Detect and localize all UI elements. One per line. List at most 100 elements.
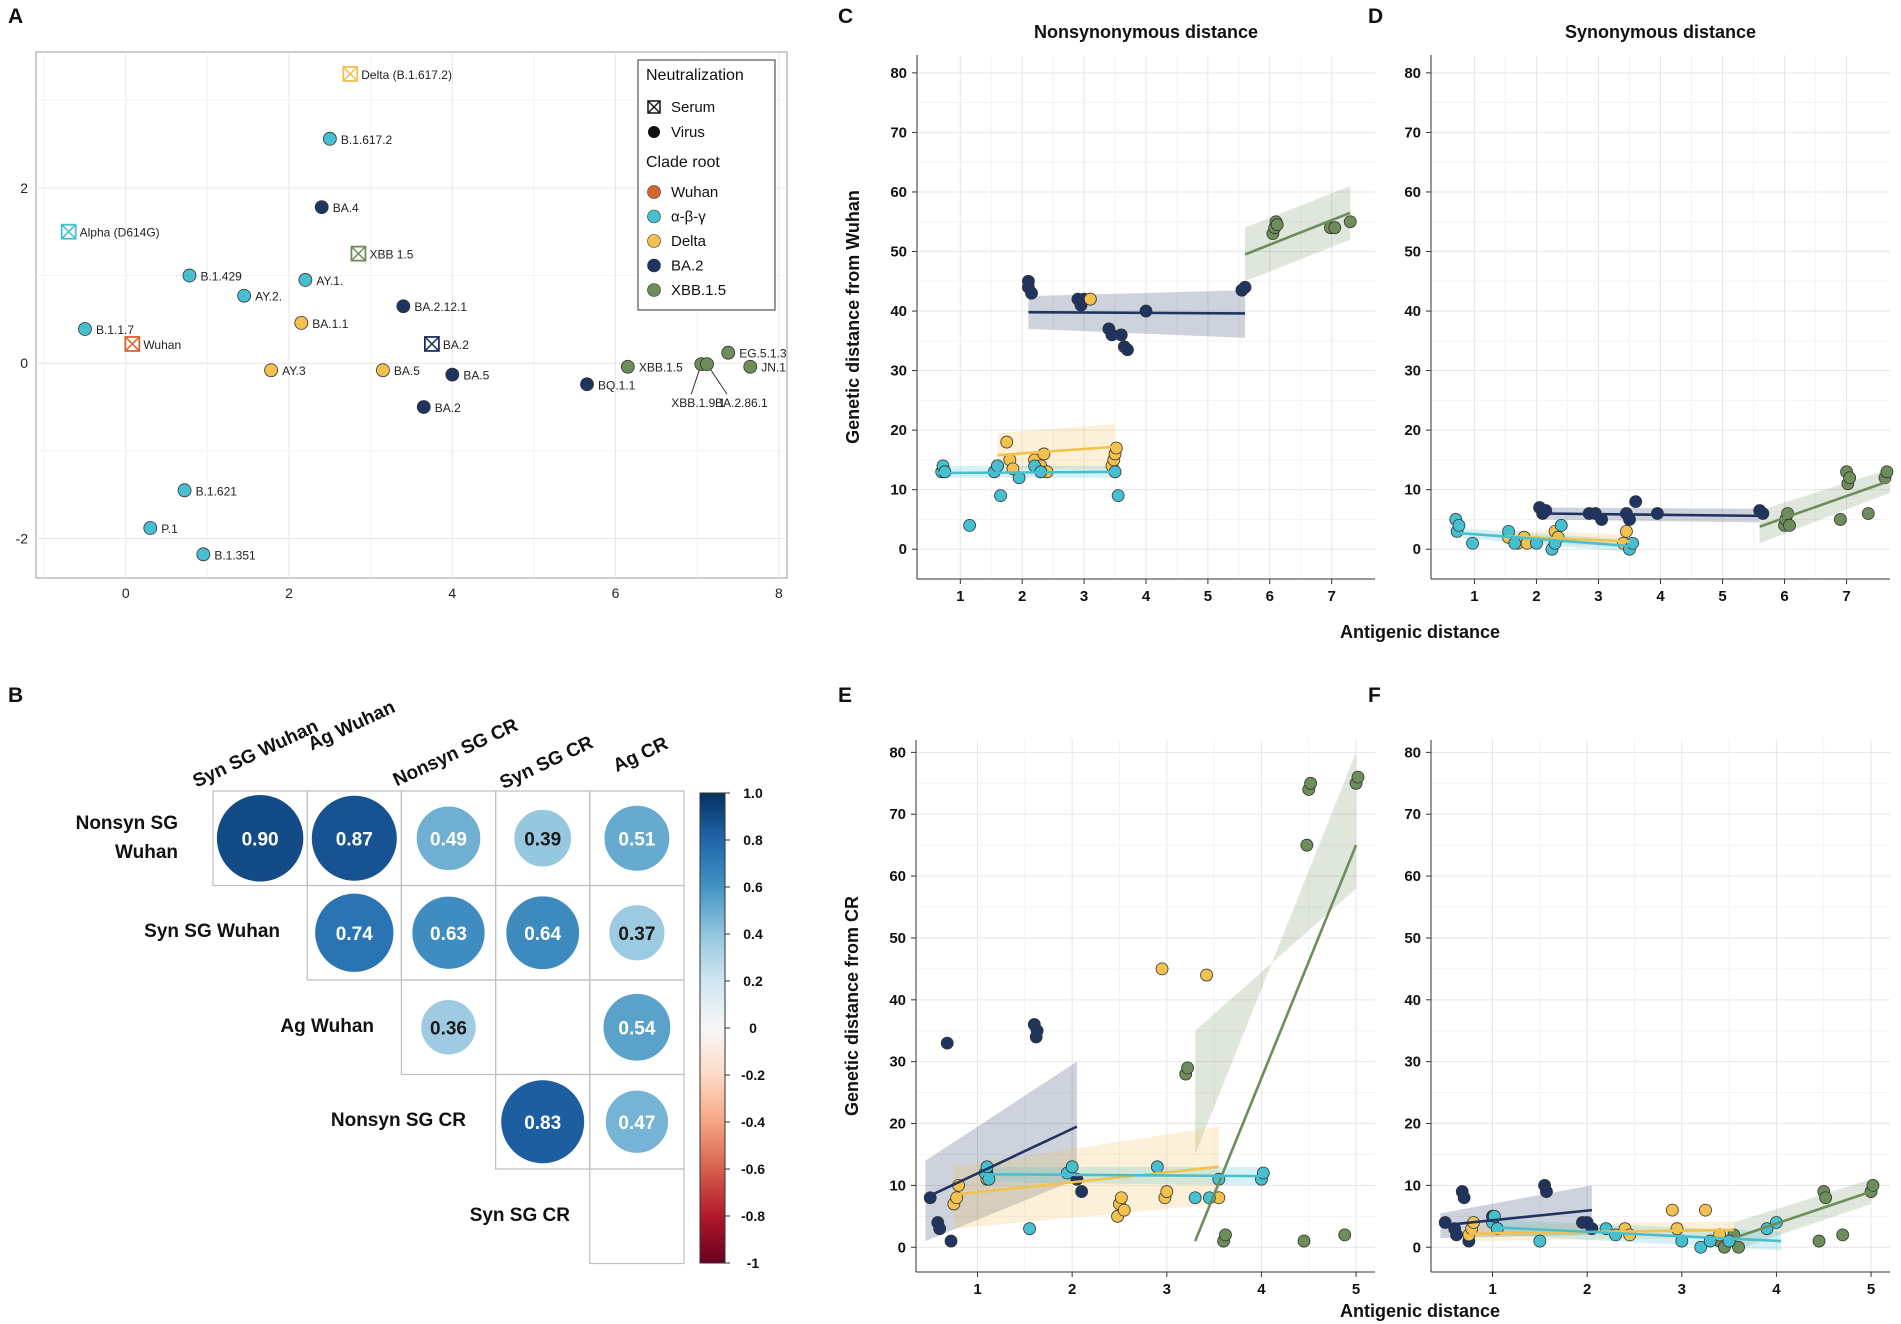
data-point [1508,536,1522,550]
colorbar-tick-label: 0.4 [743,926,763,942]
virus-point [237,288,252,303]
y-tick-label: 30 [889,1054,906,1071]
x-tick-label: 1 [1470,588,1478,605]
data-point [940,1036,954,1050]
y-tick-label: 70 [1404,124,1421,141]
correlation-circle [603,804,671,872]
correlation-circle [604,1089,669,1154]
correlation-value: 0.63 [430,924,467,945]
regression-line [924,1125,1078,1199]
matrix-cell [495,979,591,1076]
serum-marker-cross [124,336,140,352]
point-label: EG.5.1.3 [739,347,787,361]
data-point [1457,1191,1471,1205]
regression-line [982,1172,1267,1178]
virus-point [620,359,635,374]
data-point [1466,536,1479,550]
correlation-circle [314,892,395,973]
x-tick-label: 1 [956,588,964,605]
x-tick-label: 7 [1842,588,1850,605]
y-tick-label: 60 [1404,184,1421,201]
y-tick-label: 80 [890,65,907,82]
virus-point [264,363,278,378]
data-point [1626,536,1639,550]
confidence-band [1195,752,1357,1155]
x-tick-label: 2 [1583,1281,1591,1298]
confidence-band [1759,468,1890,544]
point-label: BQ.1.1 [598,378,636,392]
row-label: Ag Wuhan [280,1016,374,1037]
serum-marker-cross [424,336,440,352]
x-tick-label: 4 [448,585,456,601]
colorbar-tick-label: 1.0 [743,785,763,801]
confidence-band [997,424,1116,469]
y-tick-label: 0 [898,1239,906,1256]
y-tick-label: 80 [1404,744,1421,761]
legend-clade-label: XBB.1.5 [671,282,726,299]
data-point [1065,1160,1079,1174]
y-tick-label: 0 [899,541,907,558]
virus-point [196,547,211,562]
y-tick-label: 30 [890,363,907,380]
legend-clade-label: BA.2 [671,258,704,275]
y-tick-label: 30 [1404,363,1421,380]
data-point [1300,838,1314,852]
data-point [1665,1203,1679,1217]
y-tick-label: 30 [1404,1054,1421,1071]
y-tick-label: 40 [1404,303,1421,320]
data-point [991,459,1004,473]
point-label: B.1.429 [200,270,242,284]
correlation-circle [310,794,398,882]
data-point [1540,1185,1553,1198]
legend-virus-marker [648,126,660,138]
point-label: BA.1.1 [312,317,348,331]
virus-point [721,345,736,360]
y-tick-label: 50 [890,244,907,261]
data-point [1756,507,1770,520]
colorbar-tick-label: -0.2 [741,1067,765,1083]
data-point [1025,286,1038,300]
correlation-value: 0.87 [336,829,373,850]
point-label: Alpha (D614G) [80,226,160,240]
serum-marker-cross [342,66,358,82]
legend-virus-label: Virus [671,124,705,141]
data-point [1861,507,1875,520]
correlation-circle [608,904,666,962]
correlation-value: 0.54 [618,1018,655,1039]
point-label: BA.4 [333,201,359,215]
serum-marker [124,336,141,352]
x-tick-label: 4 [1257,1281,1266,1298]
x-tick-label: 3 [1678,1281,1686,1298]
colorbar-tick-label: 0.8 [743,832,763,848]
y-tick-label: 80 [1404,65,1421,82]
regression-line [1440,1208,1593,1227]
point-label: Delta (B.1.617.2) [361,68,452,82]
data-point [1111,489,1125,503]
y-tick-label: 0 [20,355,28,371]
row-label: Syn SG CR [470,1205,571,1226]
panel-letter-b: B [8,684,23,707]
data-point [1533,1234,1547,1248]
data-point [1450,1228,1463,1242]
correlation-circle [420,999,477,1056]
legend-clade-marker [647,234,661,248]
x-tick-label: 2 [285,585,293,601]
regression-line [938,470,1119,475]
point-label: Wuhan [143,338,181,352]
correlation-value: 0.49 [430,829,467,850]
correlation-value: 0.47 [618,1113,655,1134]
data-point [994,489,1007,503]
virus-point [445,367,460,382]
data-point [1351,770,1365,784]
data-point [933,1222,947,1236]
data-point [1819,1191,1833,1205]
data-point [1554,519,1568,532]
confidence-band [925,1061,1077,1242]
point-label: B.1.621 [196,484,238,498]
data-point [1219,1228,1232,1242]
confidence-band [953,1126,1219,1229]
